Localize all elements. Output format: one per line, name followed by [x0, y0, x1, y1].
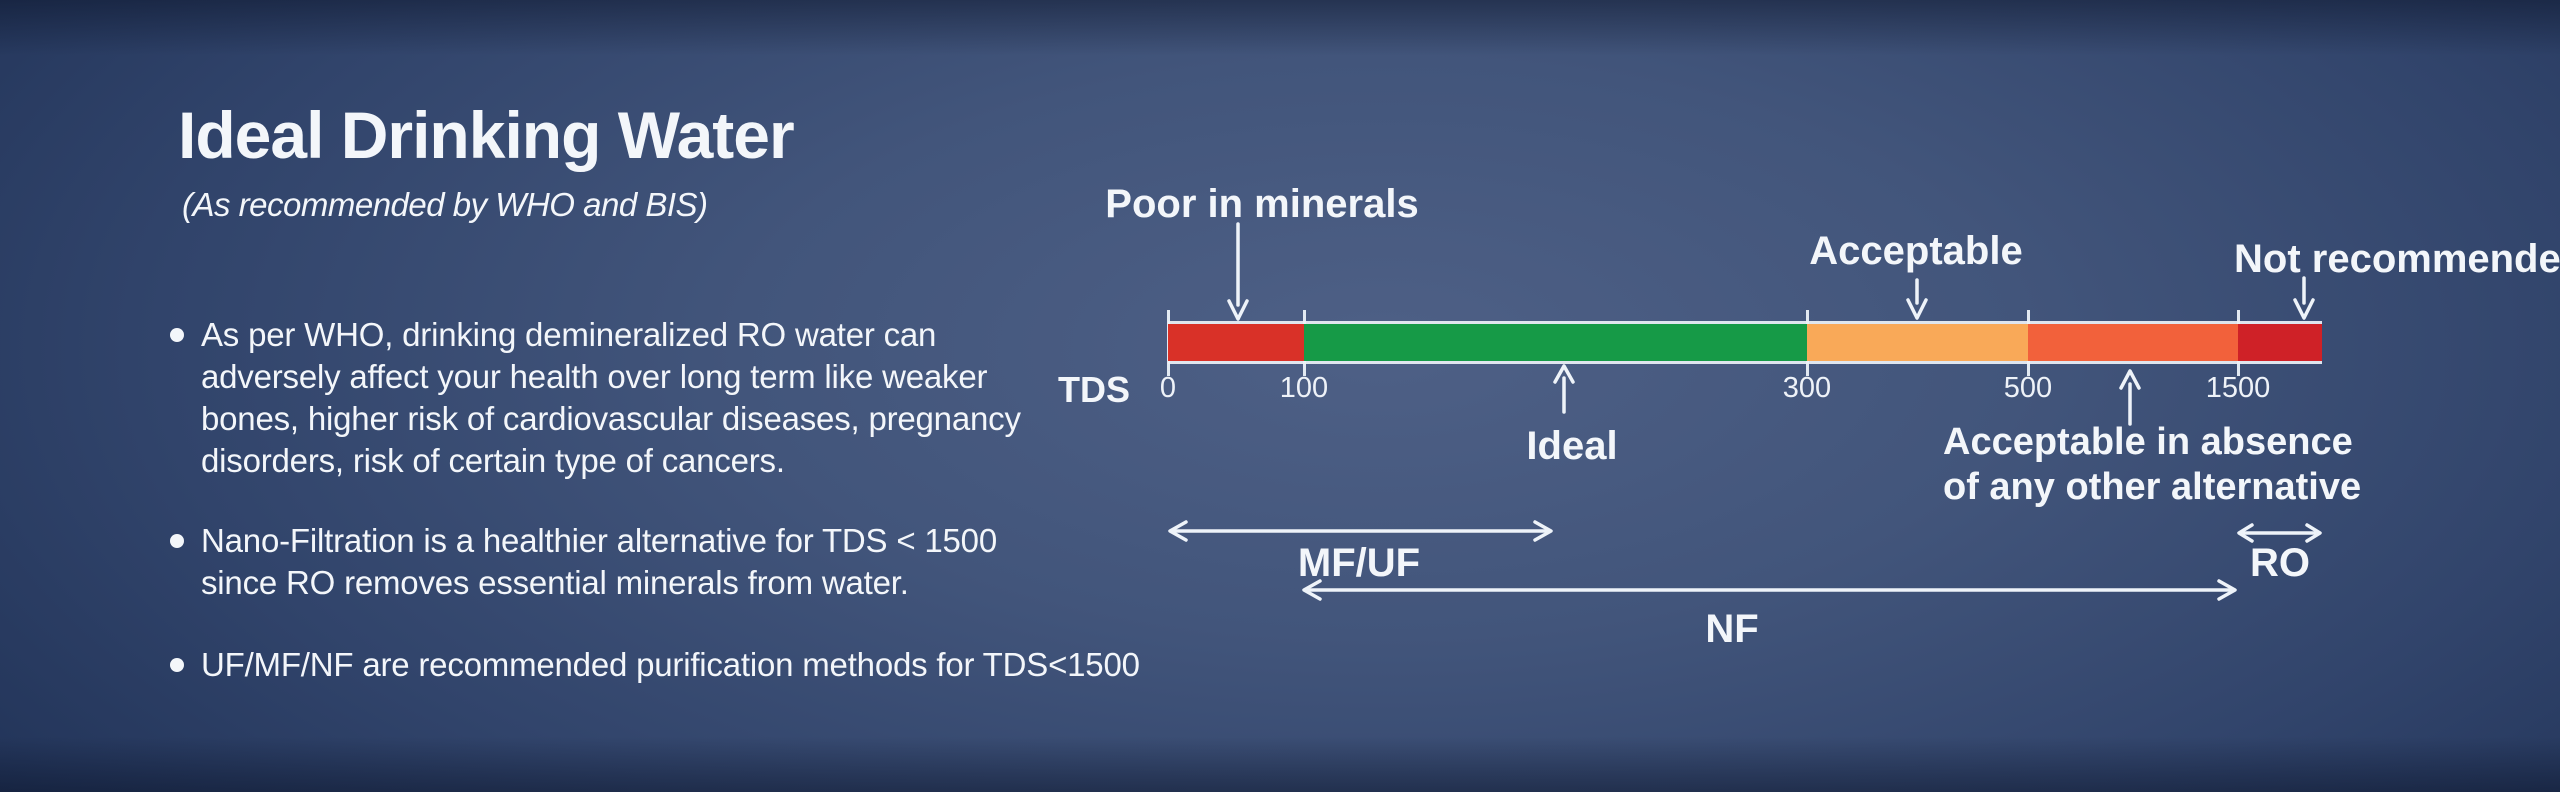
bullet-text: As per WHO, drinking demineralized RO wa…	[201, 316, 1021, 479]
bullet-item-nano-filtration: Nano-Filtration is a healthier alternati…	[170, 520, 1230, 604]
annotation-acceptable-absence: Acceptable in absence of any other alter…	[1943, 421, 2362, 508]
bullet-item-recommended-methods: UF/MF/NF are recommended purification me…	[170, 644, 1230, 686]
page-subtitle: (As recommended by WHO and BIS)	[182, 186, 708, 223]
arrow-up-acceptable-absence	[2119, 369, 2141, 426]
bullet-dot	[170, 328, 184, 342]
range-arrow-ro	[2237, 523, 2322, 543]
bullet-dot	[170, 658, 184, 672]
annotation-not-recommended: Not recommended	[2234, 237, 2560, 281]
annotation-ideal: Ideal	[1526, 424, 1618, 468]
range-arrow-nf	[1302, 579, 2237, 601]
scale-segment-acceptable-absence	[2028, 324, 2238, 361]
tick-label-100: 100	[1279, 372, 1329, 404]
bullet-item-who-warning: As per WHO, drinking demineralized RO wa…	[170, 314, 1230, 482]
tds-axis-label: TDS	[1058, 369, 1130, 410]
tick-label-500: 500	[2003, 372, 2053, 404]
arrow-up-ideal	[1553, 364, 1575, 414]
bullet-text: Nano-Filtration is a healthier alternati…	[201, 522, 997, 601]
bullet-dot	[170, 534, 184, 548]
scale-segment-ideal	[1304, 324, 1807, 361]
scale-segment-poor-in-minerals	[1168, 324, 1304, 361]
annotation-poor-in-minerals: Poor in minerals	[1105, 182, 1419, 226]
arrow-down-not-recommended	[2293, 276, 2315, 320]
tick-label-300: 300	[1782, 372, 1832, 404]
method-label-mf-uf: MF/UF	[1297, 541, 1421, 585]
scale-segment-acceptable	[1807, 324, 2028, 361]
tick-label-1500: 1500	[2205, 372, 2271, 404]
method-label-ro: RO	[2250, 541, 2310, 585]
page-title: Ideal Drinking Water	[178, 98, 795, 172]
tick-label-0: 0	[1159, 372, 1177, 404]
scale-segment-not-recommended	[2238, 324, 2322, 361]
tds-scale-bar	[1168, 321, 2322, 364]
arrow-down-acceptable	[1906, 278, 1928, 320]
bullet-text: UF/MF/NF are recommended purification me…	[201, 646, 1140, 683]
annotation-acceptable: Acceptable	[1809, 229, 2023, 273]
method-label-nf: NF	[1705, 607, 1759, 651]
arrow-down-poor-in-minerals	[1227, 222, 1249, 321]
